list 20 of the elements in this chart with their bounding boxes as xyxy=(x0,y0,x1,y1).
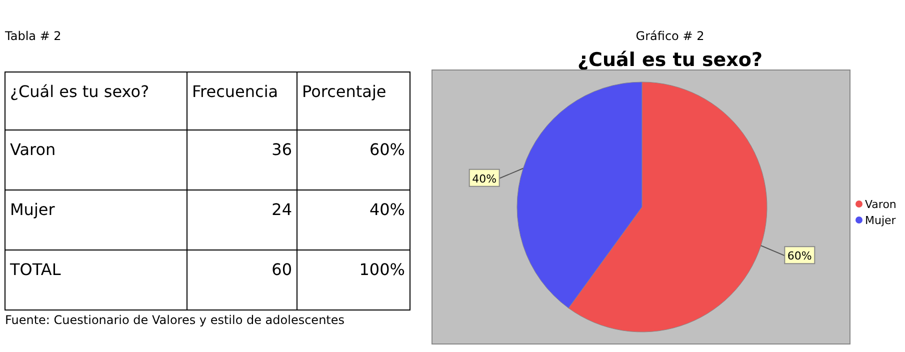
text: Gráfico # 2 xyxy=(636,29,704,43)
data-label: 60% xyxy=(369,140,405,159)
text: Tabla # 2 xyxy=(4,29,62,43)
category-label: Mujer xyxy=(10,200,56,219)
data-label: 100% xyxy=(359,260,405,279)
data-label: 60% xyxy=(787,250,812,263)
data-label: 40% xyxy=(472,172,497,186)
category-label: TOTAL xyxy=(9,260,61,279)
legend-label: Varon xyxy=(865,198,896,211)
text: Porcentaje xyxy=(302,82,386,101)
chart-title: ¿Cuál es tu sexo? xyxy=(578,49,762,71)
source-note: Fuente: Cuestionario de Valores y estilo de adolescentes xyxy=(5,313,345,327)
legend-label: Mujer xyxy=(865,214,896,227)
data-label: 60 xyxy=(272,260,292,279)
data-label: 24 xyxy=(272,200,292,219)
text: ¿Cuál es tu sexo? xyxy=(10,82,150,101)
category-label: Varon xyxy=(10,140,56,159)
data-label: 40% xyxy=(369,200,405,219)
text: Frecuencia xyxy=(192,82,278,101)
data-label: 36 xyxy=(272,140,292,159)
